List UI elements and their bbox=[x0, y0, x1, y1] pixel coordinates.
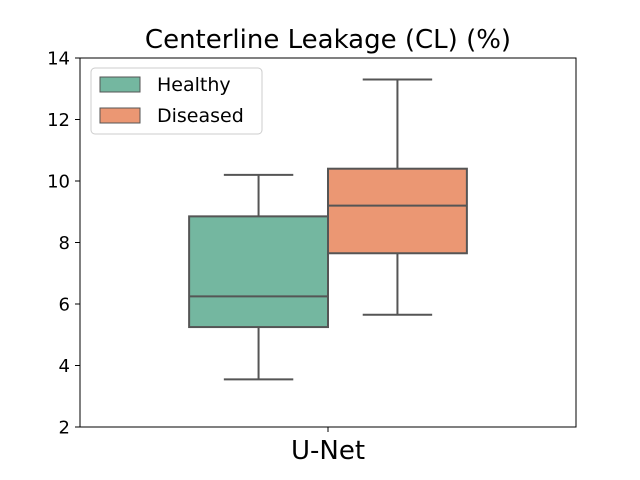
box-healthy bbox=[188, 173, 329, 381]
plot-content bbox=[188, 78, 468, 381]
legend-swatch-healthy bbox=[99, 76, 141, 93]
y-tick-label-2: 2 bbox=[59, 418, 70, 439]
box-diseased bbox=[327, 78, 468, 316]
legend-swatch-diseased bbox=[99, 107, 141, 124]
iqr-box-diseased bbox=[327, 167, 468, 255]
y-axis: 2 4 6 8 10 12 14 bbox=[47, 49, 80, 439]
y-tick-label-14: 14 bbox=[47, 49, 70, 70]
y-tick-label-4: 4 bbox=[59, 356, 70, 377]
y-tick-label-6: 6 bbox=[59, 295, 70, 316]
legend-label-healthy: Healthy bbox=[157, 74, 231, 96]
y-tick-label-12: 12 bbox=[47, 110, 70, 131]
chart-title: Centerline Leakage (CL) (%) bbox=[145, 25, 511, 55]
iqr-box-healthy bbox=[188, 215, 329, 329]
x-category-label: U-Net bbox=[291, 436, 365, 466]
legend: Healthy Diseased bbox=[90, 67, 263, 135]
y-tick-label-8: 8 bbox=[59, 233, 70, 254]
y-tick-label-10: 10 bbox=[47, 172, 70, 193]
legend-label-diseased: Diseased bbox=[157, 105, 244, 127]
x-axis: U-Net bbox=[291, 427, 365, 466]
